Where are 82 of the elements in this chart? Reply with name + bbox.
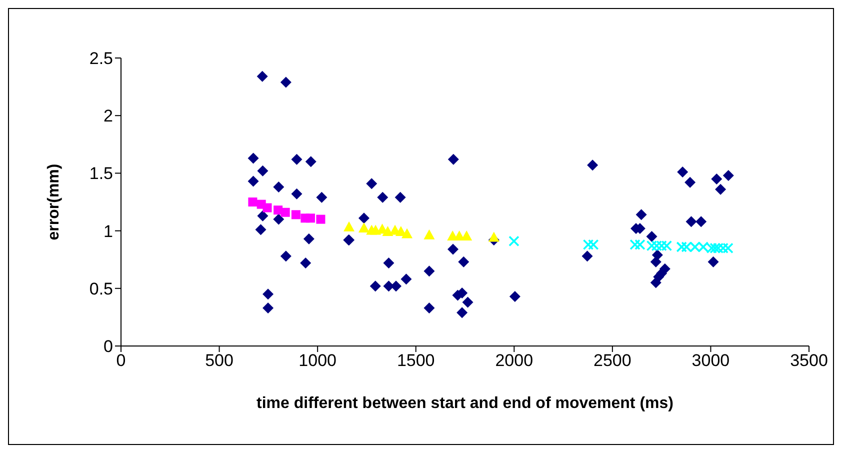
point: [509, 290, 520, 302]
point: [424, 302, 435, 314]
x-tick-label: 1500: [396, 351, 435, 370]
y-tick-label: 1.5: [89, 164, 113, 184]
point: [394, 192, 406, 203]
x-axis-title: time different between start and end of movement (ms): [256, 395, 674, 412]
point: [402, 228, 413, 238]
point: [382, 226, 394, 236]
point: [696, 216, 707, 228]
point: [256, 70, 268, 82]
point: [273, 182, 284, 193]
point: [262, 288, 274, 300]
point: [300, 258, 312, 269]
y-axis-title: error(mm): [46, 164, 63, 240]
point: [273, 214, 284, 225]
point: [686, 216, 697, 228]
point: [316, 214, 326, 224]
point: [370, 224, 382, 235]
point: [248, 198, 258, 206]
point: [400, 274, 412, 285]
point: [257, 210, 268, 222]
point: [630, 239, 640, 250]
point: [462, 296, 474, 308]
point: [676, 242, 688, 252]
x-tick-label: 2000: [495, 351, 534, 370]
point: [684, 176, 696, 188]
point: [344, 221, 355, 232]
point: [650, 277, 662, 288]
point: [316, 192, 328, 203]
point: [448, 244, 459, 255]
point: [280, 208, 290, 217]
point: [305, 156, 316, 168]
y-tick-label: 1: [104, 222, 113, 241]
x-tick-label: 3000: [692, 351, 730, 370]
point: [650, 256, 662, 268]
point: [262, 302, 274, 314]
point: [587, 160, 598, 171]
point: [458, 256, 470, 268]
point: [262, 203, 272, 212]
x-tick-label: 0: [116, 351, 126, 370]
x-tick-label: 3500: [790, 351, 828, 370]
point: [306, 214, 315, 223]
point: [424, 266, 435, 277]
point: [248, 176, 259, 187]
point: [291, 154, 302, 165]
point: [708, 256, 719, 268]
point: [358, 212, 370, 224]
point: [303, 233, 314, 244]
y-tick-label: 0: [104, 337, 113, 356]
x-tick-label: 500: [205, 351, 234, 370]
point: [383, 258, 394, 269]
point: [255, 224, 266, 236]
point: [677, 166, 688, 178]
point: [715, 184, 726, 195]
point: [456, 307, 468, 318]
point: [711, 173, 722, 184]
point: [358, 222, 370, 232]
x-tick-label: 2500: [594, 351, 632, 370]
point: [448, 154, 459, 165]
point: [582, 239, 594, 250]
point: [646, 231, 658, 242]
point: [636, 209, 647, 220]
point: [291, 188, 302, 200]
point: [424, 229, 435, 240]
y-tick-label: 2.5: [89, 49, 113, 68]
point: [488, 232, 500, 242]
point: [366, 178, 378, 190]
y-tick-label: 0.5: [89, 279, 113, 298]
point: [377, 192, 388, 203]
point: [508, 236, 520, 247]
point: [722, 170, 734, 182]
point: [370, 280, 381, 292]
point: [280, 76, 292, 88]
point: [582, 250, 593, 262]
point: [390, 280, 402, 292]
point: [257, 165, 268, 176]
x-tick-label: 1000: [298, 351, 336, 370]
point: [280, 250, 292, 262]
point: [291, 210, 300, 220]
point: [248, 152, 259, 164]
point: [588, 239, 599, 250]
y-tick-label: 2: [104, 106, 113, 126]
